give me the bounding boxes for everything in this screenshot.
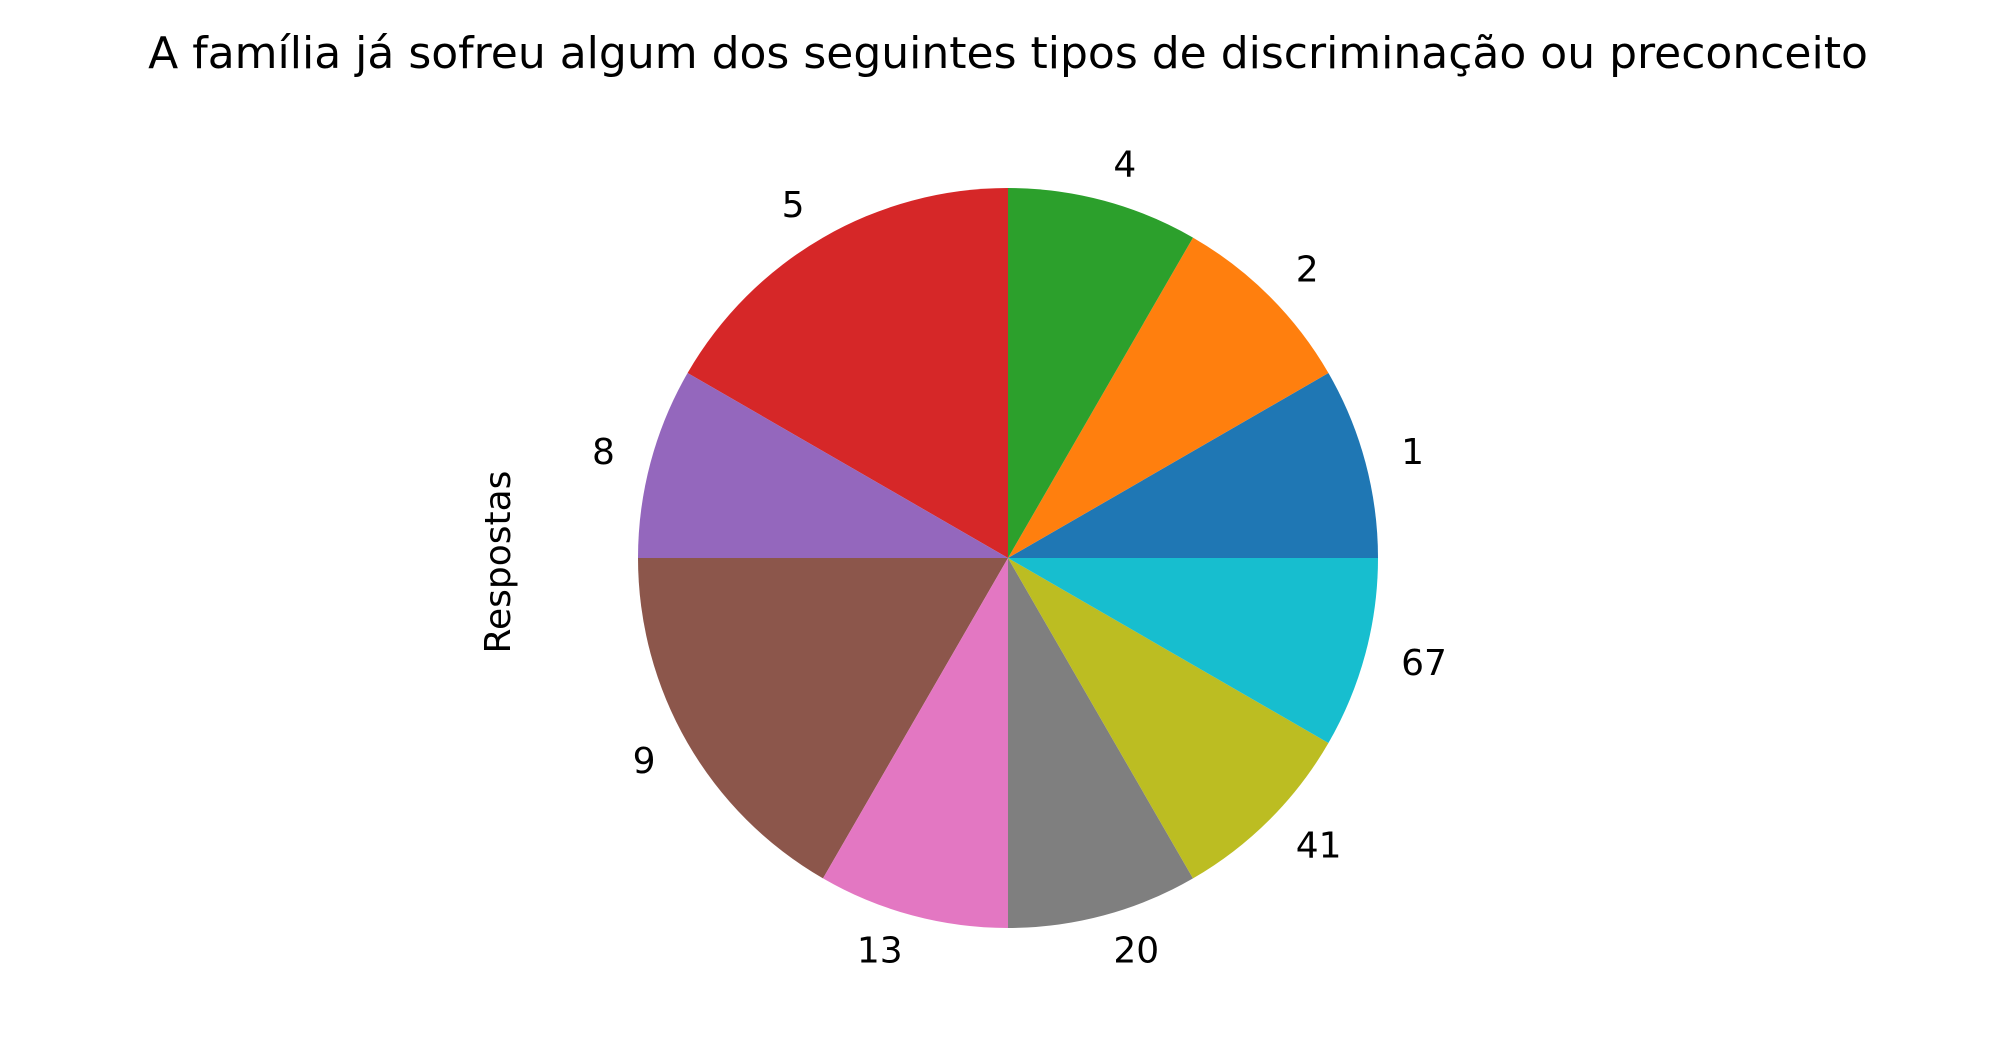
pie-label-20: 20	[1113, 931, 1159, 972]
pie-slice-4	[1008, 188, 1193, 558]
y-axis-label: Respostas	[478, 471, 519, 654]
pie-slices	[638, 188, 1378, 928]
pie-label-1: 1	[1401, 432, 1424, 473]
pie-slice-20	[1008, 558, 1193, 928]
pie-slice-2	[1008, 237, 1329, 558]
pie-slice-13	[823, 558, 1008, 928]
pie-label-13: 13	[857, 931, 903, 972]
pie-slice-9	[638, 558, 1008, 879]
pie-labels: 1 2 4 5 8 9 13 20 41 67	[592, 144, 1447, 971]
pie-slice-8	[638, 373, 1008, 558]
pie-label-4: 4	[1113, 144, 1136, 185]
pie-label-41: 41	[1296, 825, 1342, 866]
pie-slice-67	[1008, 558, 1378, 743]
pie-label-8: 8	[592, 432, 615, 473]
pie-slice-1	[1008, 373, 1378, 558]
pie-label-9: 9	[633, 741, 656, 782]
pie-slice-41	[1008, 558, 1329, 879]
pie-label-5: 5	[782, 185, 805, 226]
pie-label-2: 2	[1296, 250, 1319, 291]
pie-slice-5	[687, 188, 1008, 558]
pie-label-67: 67	[1401, 643, 1447, 684]
chart-title: A família já sofreu algum dos seguintes …	[148, 28, 1868, 79]
